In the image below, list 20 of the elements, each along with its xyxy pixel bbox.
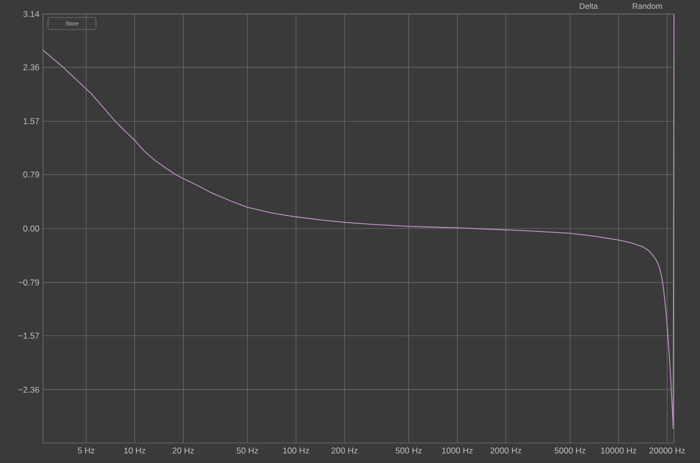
x-tick-label: 100 Hz: [283, 448, 310, 454]
x-tick-label: 200 Hz: [332, 448, 358, 454]
y-tick-label: 0.00: [23, 226, 40, 232]
x-tick-label: 10 Hz: [124, 448, 146, 454]
x-tick-label: 50 Hz: [236, 448, 258, 454]
y-tick-label: 2.36: [23, 64, 40, 70]
y-tick-label: −1.57: [18, 332, 40, 339]
x-tick-label: 20 Hz: [172, 448, 194, 454]
x-tick-label: 2000 Hz: [490, 448, 522, 454]
y-tick-label: −2.36: [18, 386, 40, 393]
y-tick-label: 3.14: [23, 11, 40, 17]
x-tick-label: 10000 Hz: [601, 448, 636, 454]
x-tick-label: 1000 Hz: [442, 448, 473, 454]
y-tick-label: 1.57: [24, 118, 40, 124]
x-tick-label: 20000 Hz: [649, 448, 685, 454]
x-tick-label: 500 Hz: [396, 448, 422, 454]
x-tick-label: 5 Hz: [78, 448, 94, 454]
y-tick-label: −0.79: [18, 279, 40, 286]
x-tick-label: 5000 Hz: [554, 448, 586, 454]
y-tick-label: 0.79: [23, 172, 40, 178]
